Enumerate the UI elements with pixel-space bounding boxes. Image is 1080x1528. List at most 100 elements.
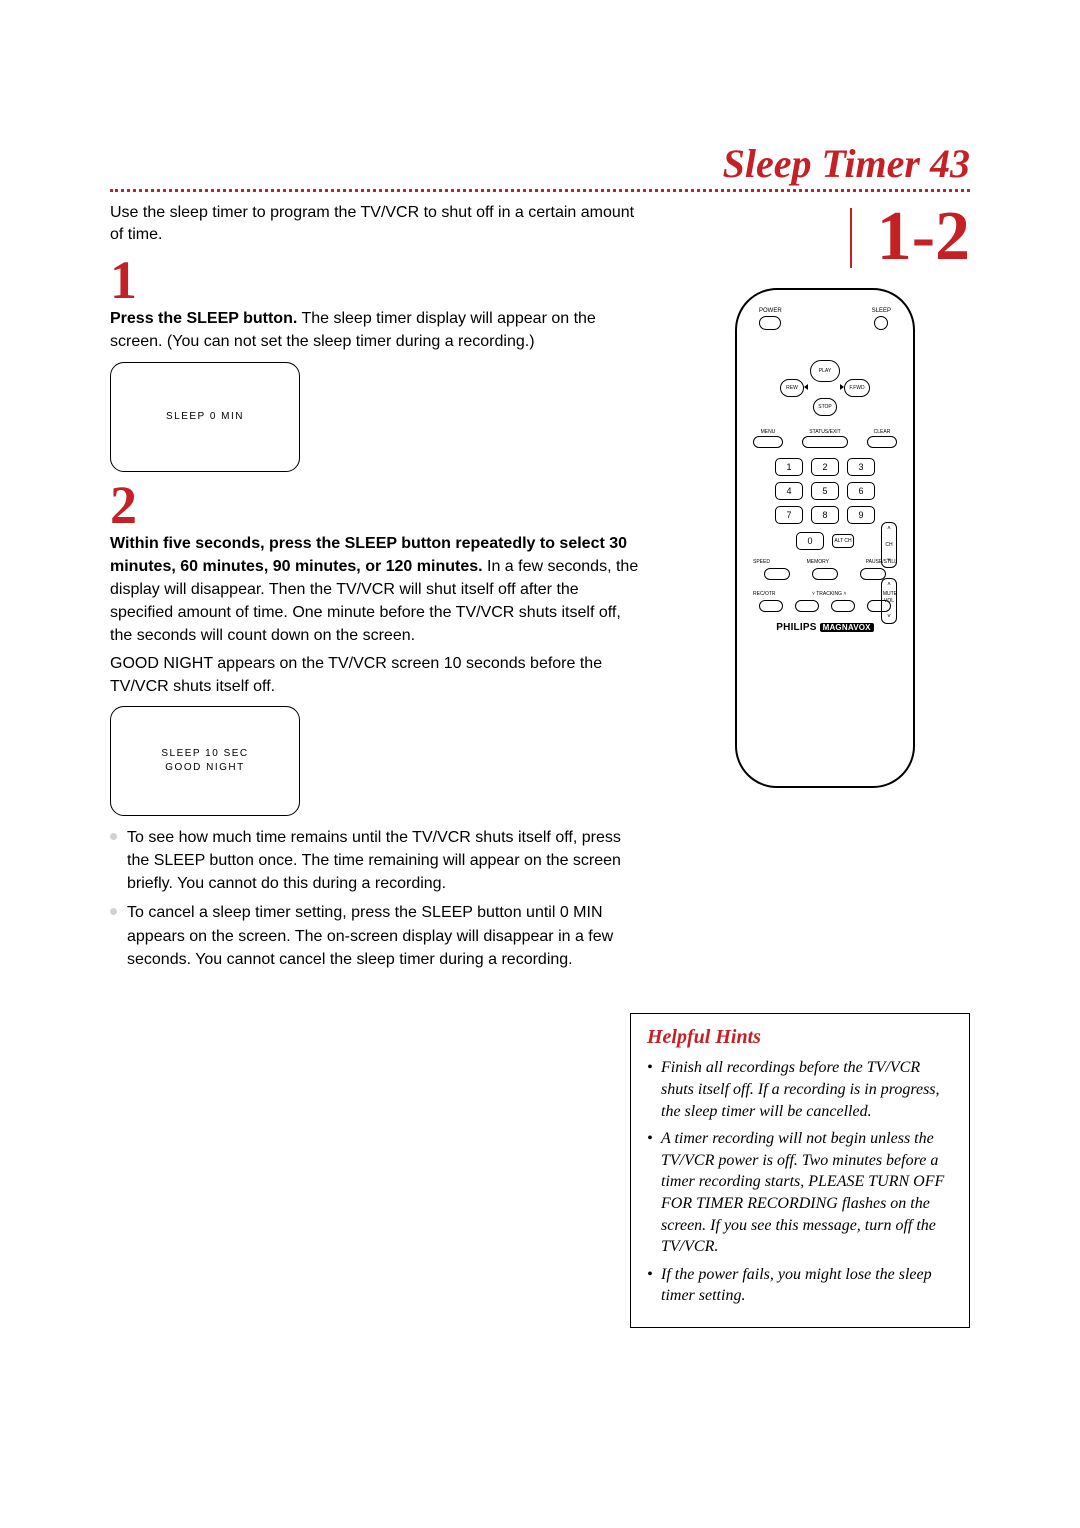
sleep-button-icon [874,316,888,330]
sleep-group: SLEEP [872,308,891,330]
page-title: Sleep Timer 43 [723,141,970,186]
rec-label: REC/OTR [753,592,776,597]
title-row: Sleep Timer 43 [110,140,970,187]
speed-col: SPEED [753,560,770,565]
hint-item: Finish all recordings before the TV/VCR … [647,1057,953,1122]
step1-bold: Press the SLEEP button. [110,310,297,327]
screen-illustration-2: SLEEP 10 SEC GOOD NIGHT [110,706,300,816]
hint-item: A timer recording will not begin unless … [647,1128,953,1258]
tracking-col: ˅ TRACKING ˄ [812,592,846,597]
keypad: 1 2 3 4 5 6 7 8 9 [775,458,875,524]
vol-rocker: ˄ VOL ˅ [881,578,897,624]
screen2-line2: GOOD NIGHT [165,761,244,775]
chevron-up-icon: ˄ [887,582,891,588]
play-button-icon: PLAY [810,360,840,382]
transport-cluster: PLAY REW F.FWD STOP [780,360,870,416]
status-col: STATUS/EXIT [802,430,848,448]
track-up-icon [831,600,855,612]
ch-rocker: ˄ CH ˅ [881,522,897,568]
rec-button-icon [759,600,783,612]
stop-button-icon: STOP [813,398,837,416]
clear-col: CLEAR [867,430,897,448]
bullet-dot-icon [110,908,117,915]
clear-label: CLEAR [867,430,897,435]
status-button-icon [802,436,848,448]
tracking-arrows: ˅ TRACKING ˄ [812,592,846,597]
hints-title: Helpful Hints [647,1026,953,1049]
status-label: STATUS/EXIT [802,430,848,435]
ch-label: CH [885,542,892,548]
step2-text: Within five seconds, press the SLEEP but… [110,532,640,648]
vol-label: VOL [884,598,894,604]
brand-magnavox: MAGNAVOX [820,623,874,632]
bullet-item: To see how much time remains until the T… [110,826,640,896]
helpful-hints-box: Helpful Hints Finish all recordings befo… [630,1013,970,1328]
zero-row: 0 ALT CH [796,532,854,550]
left-column: Use the sleep timer to program the TV/VC… [110,202,640,977]
menu-row: MENU STATUS/EXIT CLEAR [751,430,899,448]
step2-number: 2 [110,478,640,532]
key-8: 8 [811,506,839,524]
step-reference: 1-2 [680,202,970,274]
memory-label: MEMORY [807,560,829,565]
track-down-icon [795,600,819,612]
menu-label: MENU [753,430,783,435]
power-button-icon [759,316,781,330]
chevron-up-icon: ˄ [887,526,891,532]
dotted-rule [110,189,970,192]
ffwd-button-icon: F.FWD [844,379,870,397]
intro-text: Use the sleep timer to program the TV/VC… [110,202,640,245]
two-col: Use the sleep timer to program the TV/VC… [110,202,970,977]
bullet-item: To cancel a sleep timer setting, press t… [110,901,640,971]
brand-philips: PHILIPS [776,622,816,633]
power-group: POWER [759,308,782,330]
key-4: 4 [775,482,803,500]
bullet-list: To see how much time remains until the T… [110,826,640,971]
key-7: 7 [775,506,803,524]
screen-illustration-1: SLEEP 0 MIN [110,362,300,472]
reference-line-icon [850,208,852,268]
rew-button-icon: REW [780,379,804,397]
key-2: 2 [811,458,839,476]
key-5: 5 [811,482,839,500]
memory-button-icon [812,568,838,580]
low-row-1b [751,567,899,580]
hint-item: If the power fails, you might lose the s… [647,1264,953,1307]
triangle-right-icon [840,384,844,390]
key-0: 0 [796,532,824,550]
step1-number: 1 [110,253,640,307]
low-row-2: REC/OTR ˅ TRACKING ˄ MUTE [751,592,899,597]
bullet-text: To cancel a sleep timer setting, press t… [127,901,640,971]
rec-col: REC/OTR [753,592,776,597]
hints-list: Finish all recordings before the TV/VCR … [647,1057,953,1307]
memory-col: MEMORY [807,560,829,565]
chevron-down-icon: ˅ [887,558,891,564]
menu-button-icon [753,436,783,448]
key-3: 3 [847,458,875,476]
remote-top-row: POWER SLEEP [751,308,899,330]
screen2-line1: SLEEP 10 SEC [161,747,248,761]
speed-button-icon [764,568,790,580]
chevron-down-icon: ˅ [887,614,891,620]
screen1-text: SLEEP 0 MIN [166,410,244,424]
brand-row: PHILIPS MAGNAVOX [776,622,873,633]
menu-col: MENU [753,430,783,448]
key-6: 6 [847,482,875,500]
remote-illustration: POWER SLEEP PLAY REW F.FWD STOP MENU [735,288,915,788]
sleep-label: SLEEP [872,308,891,314]
triangle-left-icon [804,384,808,390]
step1-text: Press the SLEEP button. The sleep timer … [110,307,640,353]
right-column: 1-2 POWER SLEEP PLAY REW F.FWD STOP [680,202,970,977]
key-9: 9 [847,506,875,524]
speed-label: SPEED [753,560,770,565]
bullet-dot-icon [110,833,117,840]
low-row-2b [751,599,899,612]
pause-button-icon [860,568,886,580]
clear-button-icon [867,436,897,448]
altch-button-icon: ALT CH [832,534,854,548]
power-label: POWER [759,308,782,314]
step2-tail: GOOD NIGHT appears on the TV/VCR screen … [110,652,640,698]
bullet-text: To see how much time remains until the T… [127,826,640,896]
key-1: 1 [775,458,803,476]
step-reference-text: 1-2 [877,202,970,274]
